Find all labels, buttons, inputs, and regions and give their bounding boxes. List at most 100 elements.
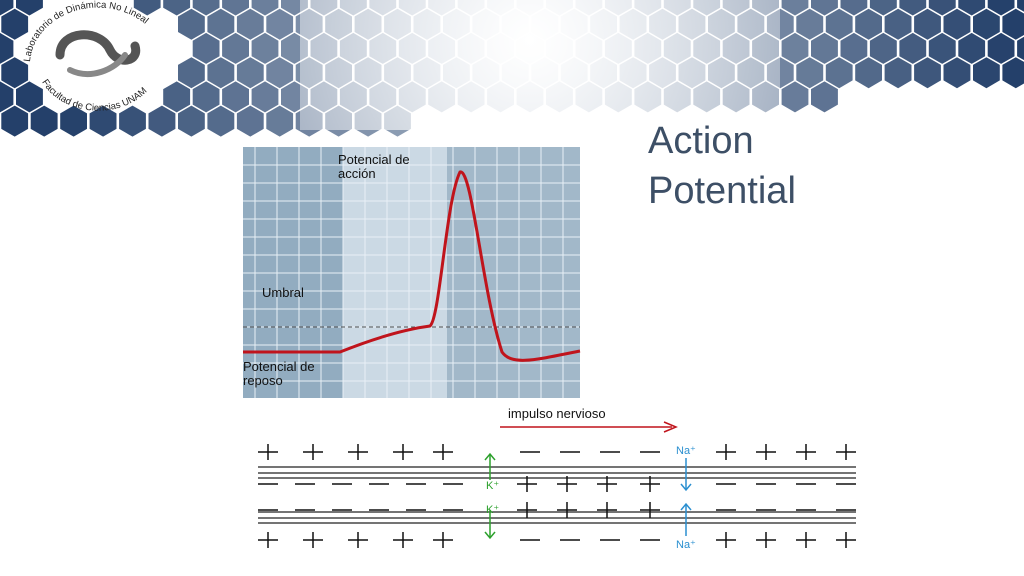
logo-swoosh (55, 30, 141, 65)
hexagon (16, 81, 43, 113)
hexagon (958, 0, 986, 16)
hexagon (163, 0, 191, 16)
hexagon (869, 32, 897, 64)
hexagon (899, 32, 927, 64)
hexagon (796, 57, 824, 89)
hexagon (855, 8, 882, 40)
hexagon (914, 8, 941, 40)
hexagon (781, 0, 809, 16)
hexagon (60, 105, 87, 137)
k-label: K⁺ (486, 504, 499, 516)
na-label: Na⁺ (676, 445, 696, 457)
hexagon (192, 32, 220, 64)
hexagon (987, 0, 1015, 16)
logo-swoosh (67, 52, 128, 77)
hexagon (30, 105, 58, 137)
hexagon (958, 32, 986, 64)
potential-curve (243, 170, 581, 362)
impulse-arrowhead (663, 421, 678, 433)
hexagon (1002, 57, 1024, 89)
hexagon (928, 32, 956, 64)
hexagon (251, 0, 279, 16)
hexagon (825, 8, 853, 40)
na-arrow-head (680, 502, 692, 511)
k-arrow-head (484, 531, 496, 540)
hexagon (781, 32, 809, 64)
hexagon (222, 0, 249, 16)
hexagon (207, 105, 235, 137)
label-line: reposo (243, 373, 283, 388)
hexagon (0, 32, 14, 64)
rest-label: Potencial de reposo (243, 359, 315, 388)
hexagon (148, 105, 176, 137)
hexagon (266, 105, 294, 137)
hexagon (1, 8, 29, 40)
hexagon (178, 105, 205, 137)
hexagon (207, 57, 235, 89)
hexagon (1002, 8, 1024, 40)
hexagon (796, 8, 824, 40)
hexagon (973, 57, 1000, 89)
hexagon (251, 81, 279, 113)
action-potential-graph: Potencial de acción Umbral Potencial de re… (243, 147, 581, 398)
hexagon (0, 81, 14, 113)
impulse-label: impulso nervioso (508, 406, 606, 421)
hexagon (236, 105, 264, 137)
label-line: acción (338, 166, 376, 181)
hexagon (840, 0, 868, 16)
hexagon (0, 0, 14, 16)
hexagon (1017, 36, 1024, 61)
na-label: Na⁺ (676, 539, 696, 551)
hexagon (178, 8, 205, 40)
hexagon (192, 81, 220, 113)
hexagon (899, 0, 927, 16)
hexagon (914, 57, 941, 89)
peak-label: Potencial de acción (338, 152, 410, 181)
hexagon (192, 0, 220, 16)
hexagon (207, 8, 235, 40)
hexagon (266, 8, 294, 40)
hexagon (133, 0, 161, 16)
hexagon (222, 81, 249, 113)
hexagon (869, 0, 897, 16)
hexagon (236, 57, 264, 89)
hexagon (928, 0, 956, 16)
graph-grid (243, 147, 580, 398)
hexagon (855, 57, 882, 89)
hexagon (266, 57, 294, 89)
na-arrow-head (680, 483, 692, 492)
hexagon (973, 8, 1000, 40)
hexagon (987, 32, 1015, 64)
hexagon (89, 105, 117, 137)
hexagon (811, 0, 838, 16)
k-arrow-head (484, 452, 496, 461)
label-line: Potencial de (243, 359, 315, 374)
membrane-diagram: impulso nervioso K⁺ K⁺ Na⁺ Na⁺ (258, 406, 856, 551)
hexagon (884, 8, 912, 40)
slide-title: Action Potential (648, 120, 796, 212)
hexagon (825, 57, 853, 89)
hexagon (178, 57, 205, 89)
hexagon (840, 32, 868, 64)
hexagon (251, 32, 279, 64)
hexagon (16, 0, 43, 16)
hexagon (1017, 0, 1024, 12)
threshold-label: Umbral (262, 285, 304, 300)
hexagon (236, 8, 264, 40)
glow (300, 0, 780, 130)
hexagon (943, 8, 971, 40)
hexagon (163, 81, 191, 113)
k-label: K⁺ (486, 480, 499, 492)
hexagon (811, 32, 838, 64)
label-line: Potencial de (338, 152, 410, 167)
hexagon (811, 81, 838, 113)
hexagon (119, 105, 146, 137)
hexagon (943, 57, 971, 89)
hexagon (1, 57, 29, 89)
hexagon (884, 57, 912, 89)
hexagon (1, 105, 29, 137)
hexagon (222, 32, 249, 64)
hexagon (781, 81, 809, 113)
